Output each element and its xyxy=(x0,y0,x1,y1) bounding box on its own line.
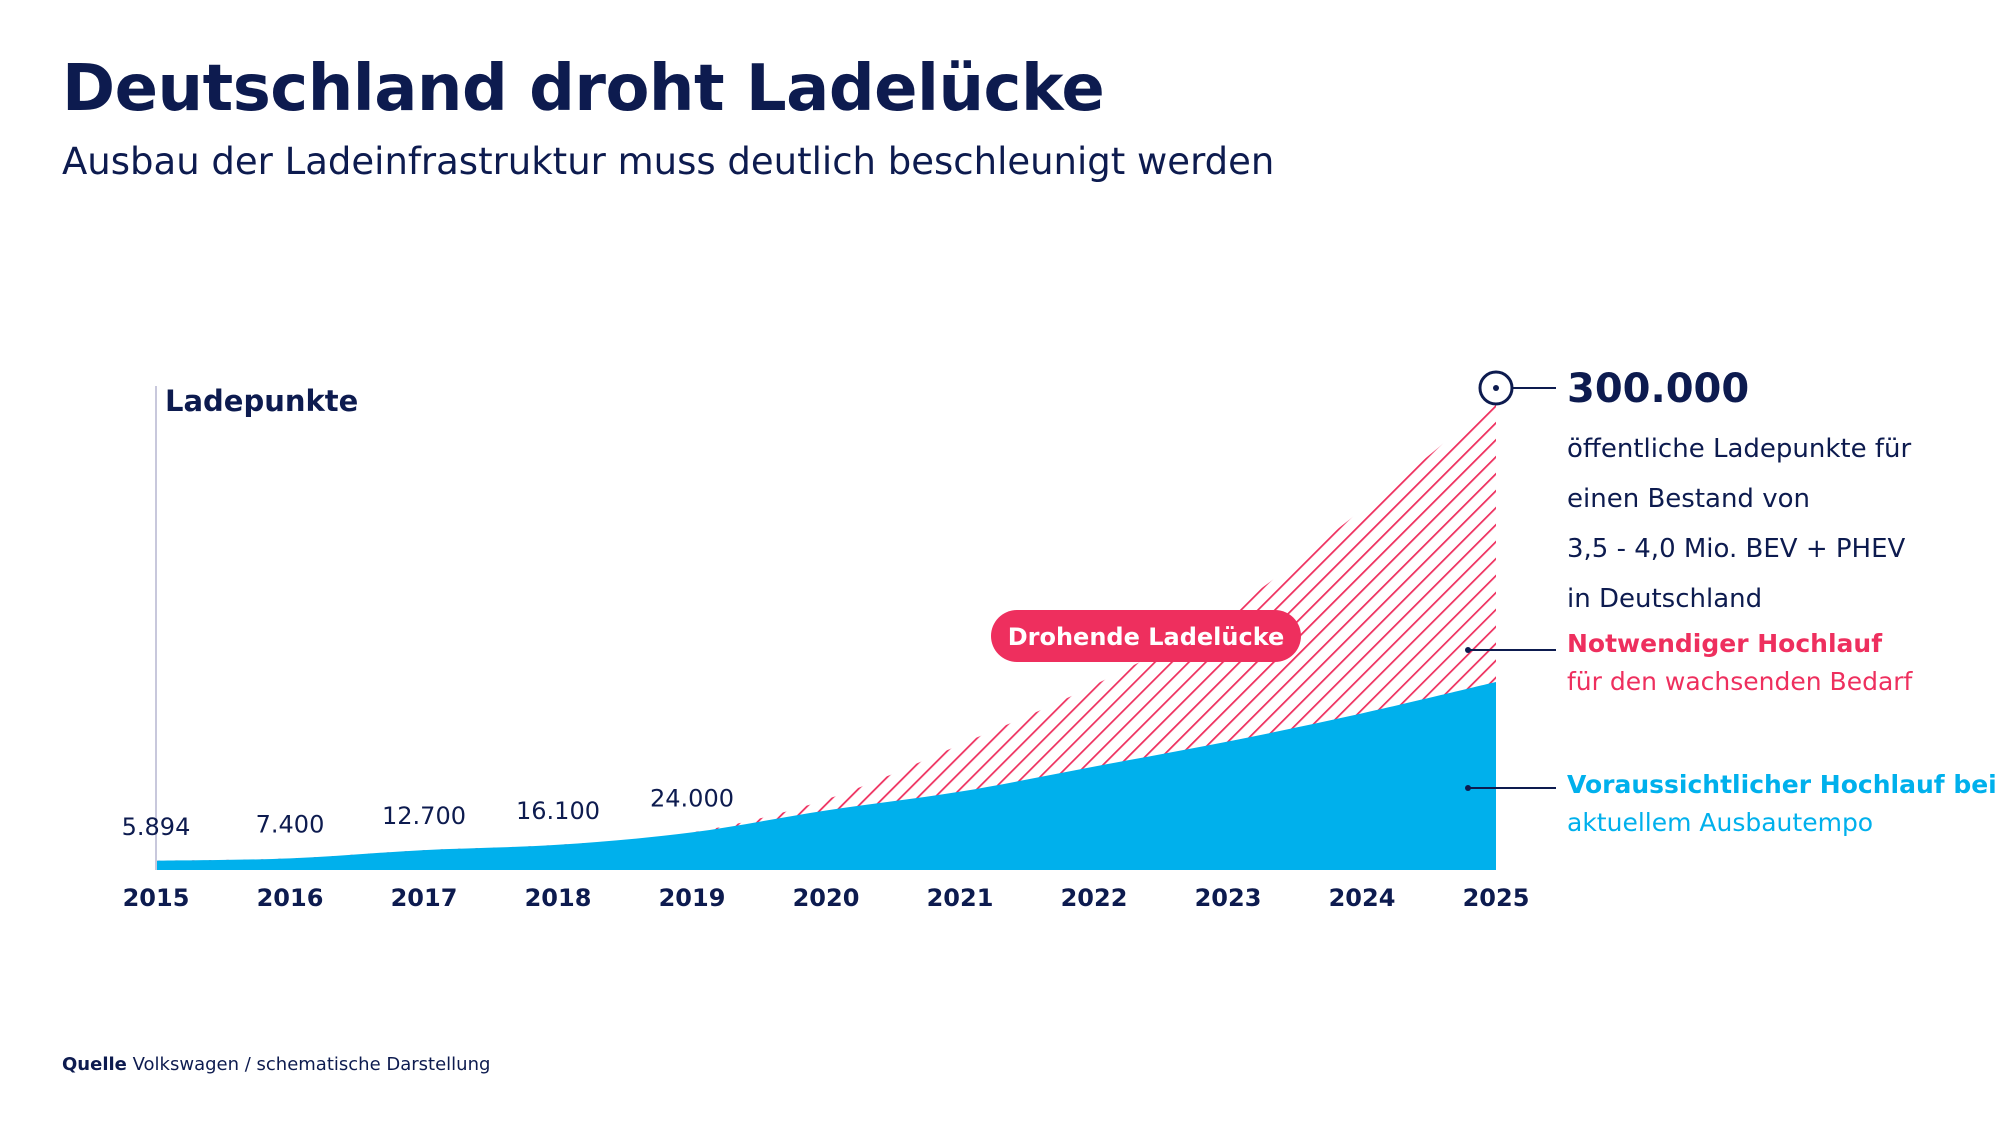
legend-text: für den wachsenden Bedarf xyxy=(1567,667,1914,696)
gap-label: Drohende Ladelücke xyxy=(1008,623,1285,651)
legend-title: Voraussichtlicher Hochlauf bei xyxy=(1567,770,1997,799)
endpoint-desc-line: einen Bestand von xyxy=(1567,484,1810,514)
page-title: Deutschland droht Ladelücke xyxy=(62,52,1105,126)
gap-pill xyxy=(991,610,1301,662)
data-label-2018: 16.100 xyxy=(516,797,600,825)
endpoint-desc-line: in Deutschland xyxy=(1567,584,1762,614)
source-label: Quelle xyxy=(62,1054,127,1075)
page-subtitle: Ausbau der Ladeinfrastruktur muss deutli… xyxy=(62,140,1275,183)
endpoint-desc-line: 3,5 - 4,0 Mio. BEV + PHEV xyxy=(1567,534,1906,564)
endpoint-marker-dot xyxy=(1493,385,1499,391)
data-label-2016: 7.400 xyxy=(256,810,325,838)
endpoint-desc-line: öffentliche Ladepunkte für xyxy=(1567,434,1911,464)
x-tick-2017: 2017 xyxy=(391,884,458,912)
x-tick-2015: 2015 xyxy=(123,884,190,912)
legend-title: Notwendiger Hochlauf xyxy=(1567,629,1883,658)
x-tick-2022: 2022 xyxy=(1061,884,1128,912)
x-tick-2016: 2016 xyxy=(257,884,324,912)
data-label-2015: 5.894 xyxy=(122,813,191,841)
chart-axes: Ladepunkte 2015 2016 2017 2018 2019 2020 2021 20… xyxy=(123,384,1530,912)
legend-text: aktuellem Ausbautempo xyxy=(1567,808,1873,837)
x-tick-2021: 2021 xyxy=(927,884,994,912)
x-tick-2020: 2020 xyxy=(793,884,860,912)
x-tick-2018: 2018 xyxy=(525,884,592,912)
chart-areas xyxy=(156,400,1496,870)
chart-legend: Notwendiger Hochlauf für den wachsenden B… xyxy=(1465,629,1997,837)
source-text: Volkswagen / schematische Darstellung xyxy=(132,1054,491,1075)
data-label-2017: 12.700 xyxy=(382,802,466,830)
series-needed-area xyxy=(156,400,1496,870)
x-tick-2025: 2025 xyxy=(1463,884,1530,912)
endpoint-value: 300.000 xyxy=(1567,366,1749,412)
data-label-2019: 24.000 xyxy=(650,784,734,812)
series-current-area xyxy=(156,682,1496,870)
chart-labels: 5.894 7.400 12.700 16.100 24.000 Drohende Lad… xyxy=(122,366,1912,841)
y-axis-label: Ladepunkte xyxy=(165,384,358,418)
x-tick-2023: 2023 xyxy=(1195,884,1262,912)
source-note: Quelle Volkswagen / schematische Darstel… xyxy=(62,1054,490,1075)
x-tick-2019: 2019 xyxy=(659,884,726,912)
x-tick-2024: 2024 xyxy=(1329,884,1396,912)
